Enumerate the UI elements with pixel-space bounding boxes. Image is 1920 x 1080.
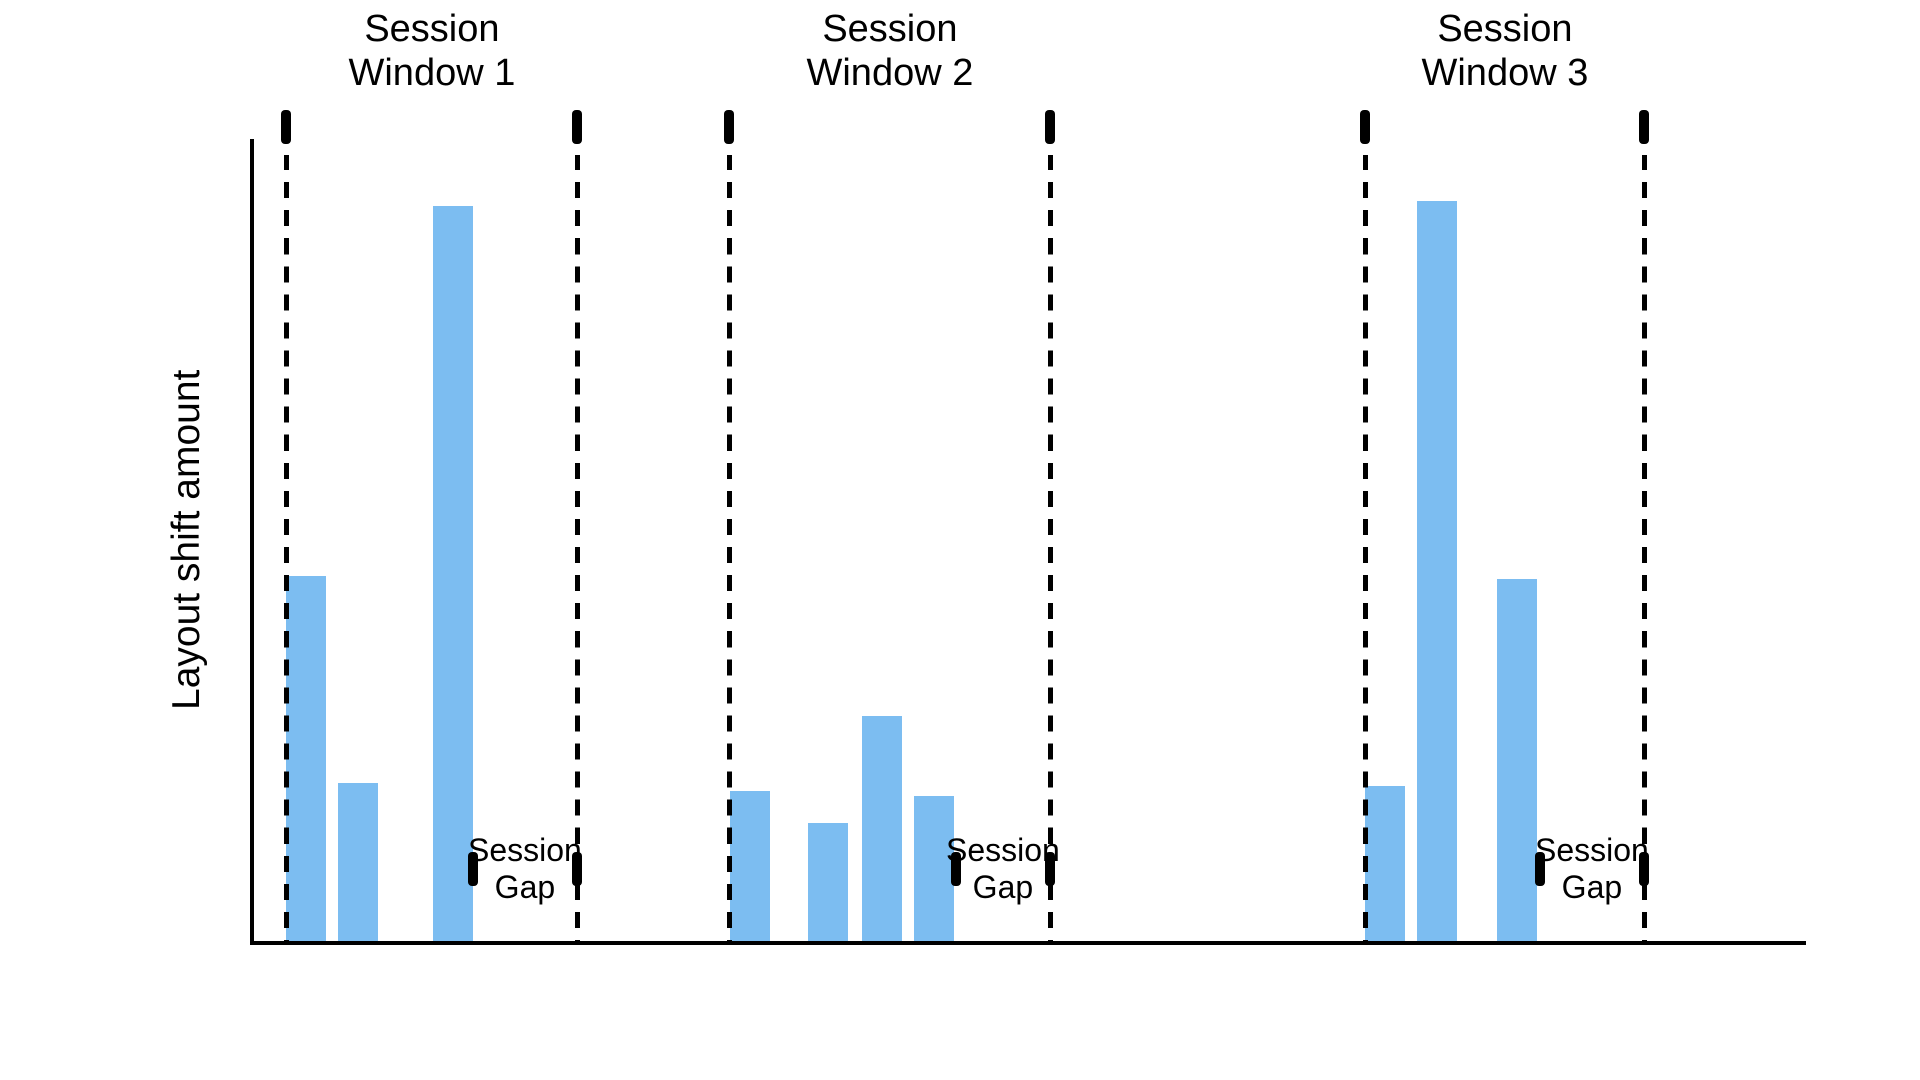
session-boundary-line xyxy=(1363,155,1368,941)
session-boundary-line xyxy=(727,155,732,941)
session-gap-label-line1: Session xyxy=(1535,832,1649,868)
bar xyxy=(862,716,902,941)
session-gap-label-line1: Session xyxy=(946,832,1060,868)
bar xyxy=(433,206,473,941)
session-window-label: Session Window 1 xyxy=(349,8,516,95)
session-boundary-top-tick xyxy=(572,110,582,144)
session-gap-label-line2: Gap xyxy=(1562,869,1622,905)
session-boundary-line xyxy=(284,155,289,941)
y-axis-line xyxy=(250,139,254,945)
session-window-label: Session Window 3 xyxy=(1422,8,1589,95)
bar xyxy=(730,791,770,941)
session-boundary-line xyxy=(1642,155,1647,941)
session-boundary-top-tick xyxy=(1045,110,1055,144)
session-boundary-top-tick xyxy=(1639,110,1649,144)
session-boundary-line xyxy=(575,155,580,941)
session-boundary-top-tick xyxy=(724,110,734,144)
session-gap-label: Session Gap xyxy=(1535,832,1649,906)
session-boundary-top-tick xyxy=(281,110,291,144)
session-window-label: Session Window 2 xyxy=(807,8,974,95)
chart-stage: Session Window 1Session Window 2Session … xyxy=(0,0,1920,1080)
bar xyxy=(808,823,848,941)
session-window-label-line2: Window 1 xyxy=(349,52,516,94)
bar xyxy=(1365,786,1405,941)
x-axis-line xyxy=(250,941,1806,945)
session-boundary-top-tick xyxy=(1360,110,1370,144)
session-boundary-line xyxy=(1048,155,1053,941)
session-window-label-line1: Session xyxy=(364,8,499,50)
bar xyxy=(338,783,378,941)
session-gap-label: Session Gap xyxy=(946,832,1060,906)
session-window-label-line2: Window 2 xyxy=(807,52,974,94)
plot-area: Session Window 1Session Window 2Session … xyxy=(250,155,1790,945)
session-gap-label-line2: Gap xyxy=(495,869,555,905)
y-axis-label: Layout shift amount xyxy=(165,370,209,710)
session-window-label-line1: Session xyxy=(1437,8,1572,50)
session-window-label-line2: Window 3 xyxy=(1422,52,1589,94)
session-gap-label: Session Gap xyxy=(468,832,582,906)
bar xyxy=(1417,201,1457,941)
bar xyxy=(1497,579,1537,941)
session-window-label-line1: Session xyxy=(822,8,957,50)
session-gap-label-line2: Gap xyxy=(973,869,1033,905)
bar xyxy=(286,576,326,941)
session-gap-label-line1: Session xyxy=(468,832,582,868)
